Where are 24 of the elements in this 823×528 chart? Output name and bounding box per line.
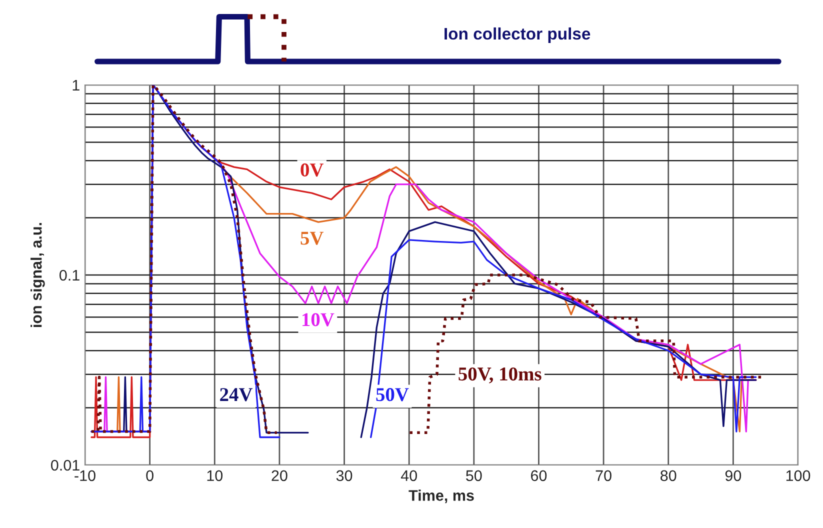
annotation: 0V <box>300 163 324 177</box>
x-tick-label: 50 <box>466 470 482 482</box>
x-tick-label: 0 <box>146 470 154 482</box>
x-tick-label: 70 <box>596 470 612 482</box>
x-tick-label: 60 <box>531 470 547 482</box>
y-axis-title: ion signal, a.u. <box>30 222 45 327</box>
x-tick-label: -10 <box>74 470 96 482</box>
x-tick-label: 10 <box>207 470 223 482</box>
x-tick-label: 100 <box>786 470 810 482</box>
x-axis-title: Time, ms <box>408 490 474 504</box>
annotation: 10V <box>302 313 334 326</box>
x-tick-label: 20 <box>272 470 288 482</box>
annotation: Ion collector pulse <box>444 27 590 43</box>
y-tick-label: 0.1 <box>60 270 80 281</box>
x-tick-label: 30 <box>336 470 352 482</box>
x-tick-label: 90 <box>725 470 742 482</box>
annotation: 50V, 10ms <box>458 367 542 384</box>
annotation: 24V <box>220 388 253 402</box>
annotation: 5V <box>300 232 324 245</box>
y-tick-label: 0.01 <box>51 460 80 471</box>
annotation: 50V <box>376 388 409 402</box>
x-tick-label: 80 <box>660 470 676 482</box>
x-tick-label: 40 <box>400 470 417 482</box>
y-tick-label: 1 <box>72 80 80 91</box>
